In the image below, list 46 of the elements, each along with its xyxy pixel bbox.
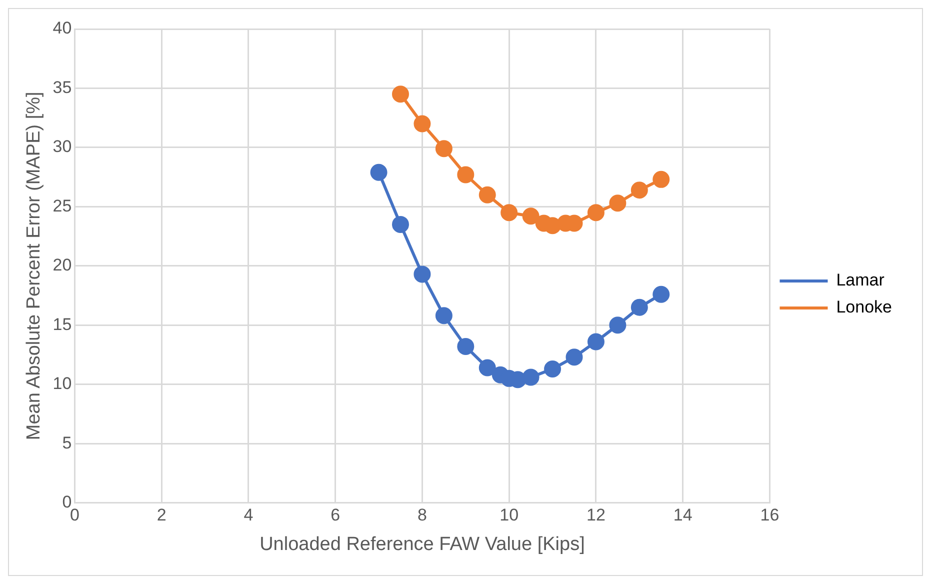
x-tick-label: 2 (156, 506, 166, 525)
point (370, 164, 388, 181)
point (652, 170, 670, 188)
y-tick-label: 0 (62, 492, 72, 512)
point (478, 359, 496, 376)
x-tick-label: 14 (673, 506, 692, 525)
legend-label: Lamar (836, 270, 885, 290)
x-tick-label: 6 (330, 506, 340, 525)
y-tick-label: 40 (52, 18, 72, 38)
point (435, 307, 452, 324)
x-axis-title: Unloaded Reference FAW Value [Kips] (260, 534, 585, 555)
point (414, 115, 431, 132)
point (587, 204, 604, 222)
y-axis-title: Mean Absolute Percent Error (MAPE) [%] (24, 92, 45, 440)
x-tick-label: 4 (244, 506, 254, 525)
point (566, 348, 583, 366)
point (544, 217, 562, 234)
point (414, 266, 431, 283)
point (630, 182, 648, 199)
point (457, 338, 474, 355)
point (392, 216, 409, 233)
x-tick-label: 10 (500, 506, 519, 525)
point (609, 194, 626, 212)
point (500, 204, 518, 222)
point (522, 208, 540, 225)
point (478, 186, 496, 204)
y-tick-label: 30 (52, 137, 72, 156)
point (609, 316, 626, 334)
x-tick-label: 16 (760, 506, 780, 525)
legend-label: Lonoke (836, 298, 892, 317)
x-tick-label: 8 (417, 506, 427, 525)
point (630, 298, 648, 316)
point (544, 360, 562, 378)
y-tick-label: 10 (52, 374, 72, 394)
y-tick-label: 5 (62, 433, 72, 452)
point (652, 286, 670, 303)
y-tick-label: 35 (52, 78, 72, 97)
point (522, 368, 540, 386)
point (457, 166, 474, 184)
y-tick-label: 20 (52, 256, 72, 275)
x-tick-label: 12 (586, 506, 606, 525)
point (392, 86, 409, 103)
point (435, 140, 452, 158)
y-tick-label: 25 (52, 196, 72, 216)
y-tick-label: 15 (52, 314, 72, 334)
point (587, 333, 604, 350)
